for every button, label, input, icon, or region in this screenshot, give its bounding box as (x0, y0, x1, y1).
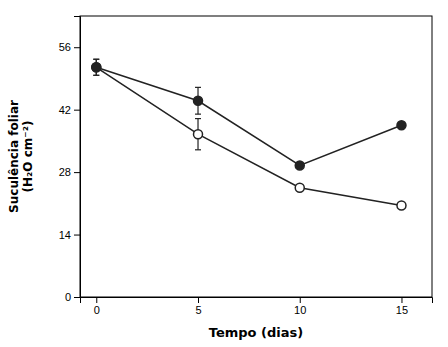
y-tick-mark (74, 110, 80, 111)
error-bar-cap (195, 149, 201, 150)
error-bar-cap (195, 87, 201, 88)
y-tick-mark (74, 172, 80, 173)
point (295, 161, 304, 170)
x-tick: 10 (294, 297, 306, 316)
x-tick-label: 0 (94, 304, 100, 316)
y-tick-label: 28 (59, 166, 71, 178)
y-tick-mark (74, 47, 80, 48)
point (397, 201, 406, 210)
chart: 0 5 10 15 0 14 28 42 56 Tempo (dias) Suculência fo… (0, 0, 448, 347)
y-tick-mark (74, 297, 80, 298)
y-tick-label: 42 (59, 104, 71, 116)
x-tick-mark (401, 297, 402, 303)
plot-frame (80, 16, 432, 297)
y-axis-title: Suculência foliar(H₂O cm⁻²) (7, 100, 35, 213)
y-tick: 14 (59, 229, 80, 241)
x-tick-label: 10 (294, 304, 306, 316)
x-axis: 0 5 10 15 (81, 297, 433, 316)
y-tick-mark (74, 235, 80, 236)
x-tick: 15 (396, 297, 408, 316)
y-axis-title-line: (H₂O cm⁻²) (21, 121, 35, 193)
series-line (96, 67, 401, 205)
plot: 0 5 10 15 0 14 28 42 56 (59, 16, 433, 316)
x-tick: 0 (94, 297, 100, 316)
x-axis-title: Tempo (dias) (209, 325, 303, 340)
y-tick-label: 14 (59, 229, 71, 241)
error-bar-cap (93, 59, 99, 60)
y-tick: 0 (65, 291, 80, 303)
error-bar-cap (195, 114, 201, 115)
series (92, 59, 406, 210)
point (92, 63, 101, 72)
x-tick-label: 5 (195, 304, 201, 316)
x-tick-mark (96, 297, 97, 303)
x-tick-mark (300, 297, 301, 303)
y-axis-title-line: Suculência foliar (7, 100, 21, 213)
x-tick-label: 15 (396, 304, 408, 316)
marks (92, 59, 406, 210)
y-tick: 56 (59, 41, 80, 53)
point (92, 63, 101, 72)
x-tick-mark (198, 297, 199, 303)
point (194, 130, 203, 139)
error-bar-cap (93, 75, 99, 76)
series (92, 59, 406, 170)
point (194, 96, 203, 105)
error-bar-cap (93, 75, 99, 76)
y-tick-label: 0 (65, 291, 71, 303)
y-tick: 42 (59, 104, 80, 116)
y-axis: 0 14 28 42 56 (59, 17, 81, 304)
error-bar-cap (93, 59, 99, 60)
point (295, 183, 304, 192)
y-axis-line (74, 17, 81, 298)
series-line (96, 67, 401, 165)
y-tick-label: 56 (59, 41, 71, 53)
error-bar-cap (195, 118, 201, 119)
point (397, 121, 406, 130)
x-tick: 5 (195, 297, 201, 316)
y-tick: 28 (59, 166, 80, 178)
x-axis-line (81, 298, 433, 304)
